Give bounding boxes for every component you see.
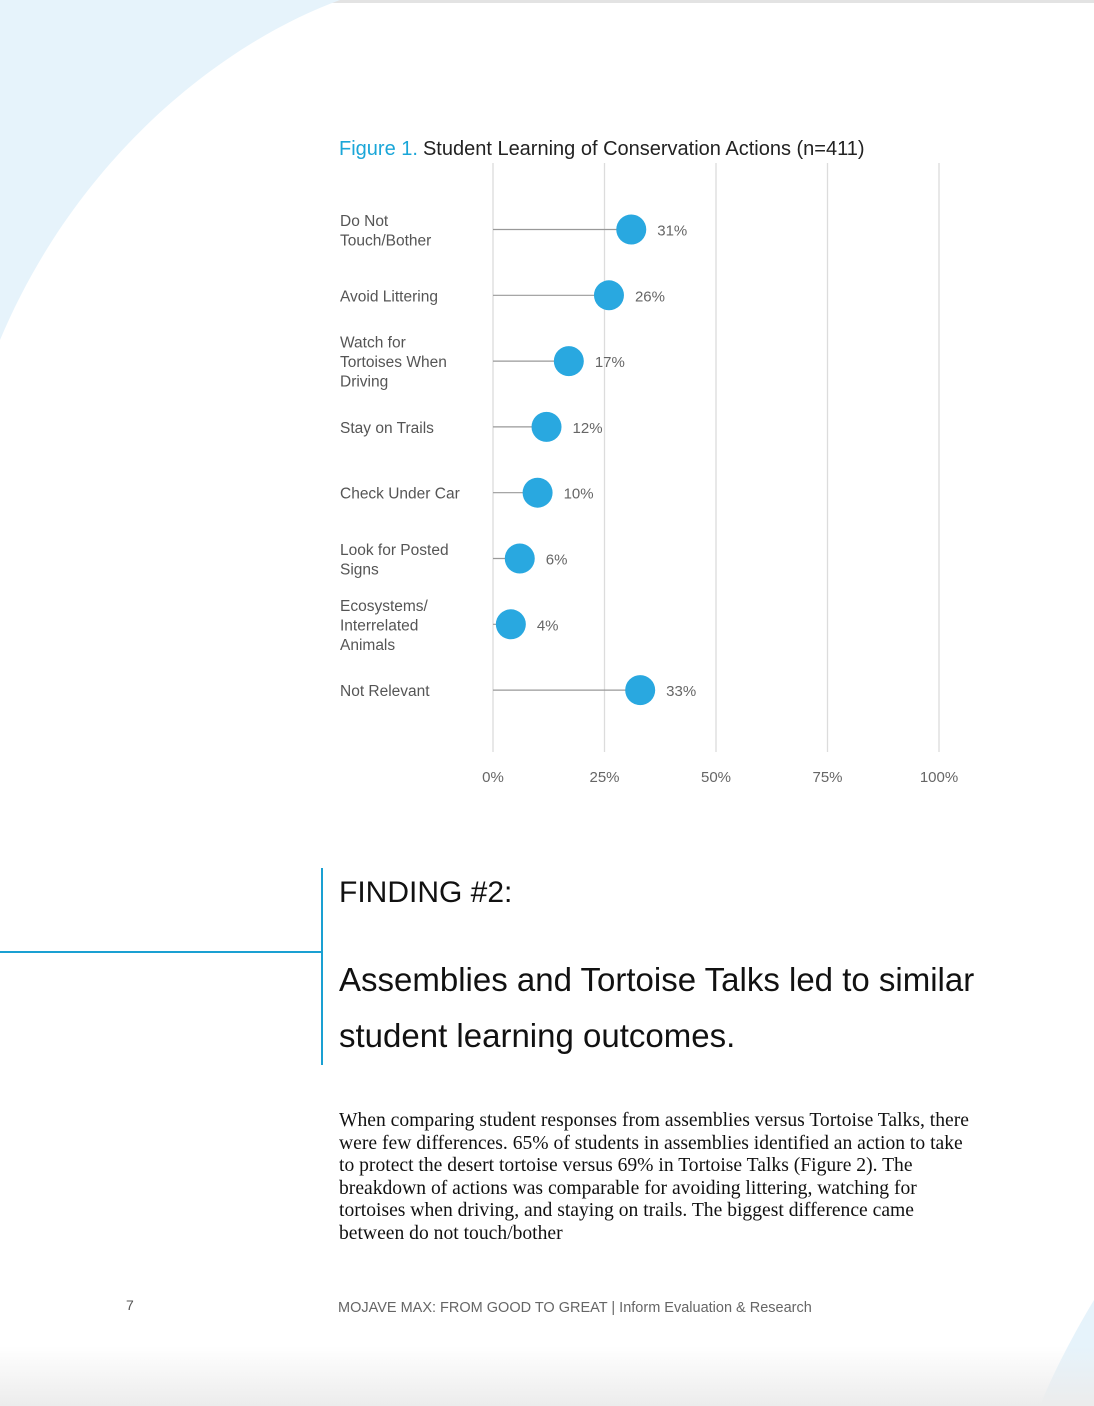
- category-label: Avoid Littering: [340, 288, 438, 305]
- finding-vertical-rule: [321, 868, 323, 1065]
- data-label: 17%: [595, 354, 625, 371]
- data-label: 4%: [537, 617, 559, 634]
- data-label: 33%: [666, 683, 696, 700]
- data-point: [522, 477, 553, 508]
- x-tick-label: 25%: [589, 769, 619, 786]
- category-label: Watch for Tortoises When Driving: [340, 335, 447, 391]
- figure-title-text: Student Learning of Conservation Actions…: [422, 138, 865, 160]
- data-point: [593, 280, 624, 311]
- x-tick-label: 75%: [812, 769, 842, 786]
- data-point: [504, 543, 535, 574]
- data-label: 31%: [657, 223, 687, 240]
- bottom-fade: [0, 1346, 1094, 1406]
- conservation-actions-chart: 0% 25% 50% 75% 100% 31% Do Not Touch/Bother 26% A…: [340, 163, 958, 786]
- data-point: [531, 411, 562, 442]
- data-point: [495, 609, 526, 640]
- data-label: 26%: [635, 288, 665, 305]
- footer-text: MOJAVE MAX: FROM GOOD TO GREAT | Inform …: [338, 1300, 812, 1316]
- finding-horizontal-rule: [0, 951, 322, 953]
- finding-label: FINDING #2:: [339, 876, 513, 909]
- category-label: Not Relevant: [340, 683, 430, 700]
- x-tick-label: 100%: [920, 769, 958, 786]
- page-number: 7: [126, 1297, 134, 1313]
- data-label: 6%: [546, 552, 568, 569]
- category-label: Stay on Trails: [340, 420, 434, 437]
- figure-number: Figure 1.: [339, 138, 418, 160]
- data-point: [553, 346, 584, 377]
- category-label: Ecosystems/Interrelated Animals: [340, 598, 429, 654]
- x-tick-label: 50%: [701, 769, 731, 786]
- data-label: 12%: [573, 420, 603, 437]
- category-label: Look for Posted Signs: [340, 542, 449, 579]
- category-label: Check Under Car: [340, 486, 460, 503]
- body-paragraph: When comparing student responses from as…: [339, 1110, 969, 1244]
- figure-title: Figure 1. Student Learning of Conservatio…: [339, 138, 865, 161]
- x-tick-label: 0%: [482, 769, 504, 786]
- data-label: 10%: [564, 486, 594, 503]
- data-point: [625, 675, 656, 706]
- finding-statement: Assemblies and Tortoise Talks led to sim…: [339, 961, 975, 1054]
- data-point: [616, 214, 647, 245]
- category-label: Do Not Touch/Bother: [340, 213, 431, 250]
- top-border: [0, 0, 1094, 3]
